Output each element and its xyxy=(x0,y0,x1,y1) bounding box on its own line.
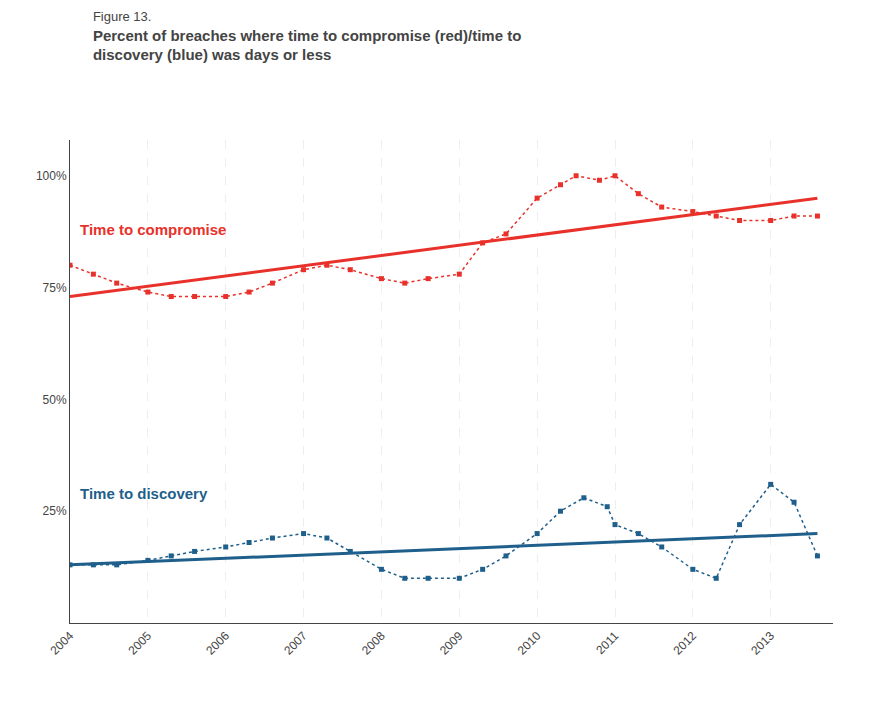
svg-text:2010: 2010 xyxy=(515,629,544,658)
svg-text:2009: 2009 xyxy=(437,629,466,658)
svg-text:2004: 2004 xyxy=(48,629,77,658)
svg-text:2011: 2011 xyxy=(593,629,621,657)
svg-text:Time to compromise: Time to compromise xyxy=(80,221,226,238)
svg-text:2007: 2007 xyxy=(281,629,310,658)
svg-text:2012: 2012 xyxy=(670,629,699,658)
svg-text:2005: 2005 xyxy=(125,629,154,658)
svg-text:Time to discovery: Time to discovery xyxy=(80,485,208,502)
svg-text:50%: 50% xyxy=(43,393,67,407)
svg-text:2008: 2008 xyxy=(359,629,388,658)
svg-text:Figure 13.Percent of breaches: Figure 13.Percent of breaches where time… xyxy=(93,9,521,63)
svg-text:2006: 2006 xyxy=(203,629,232,658)
svg-text:2013: 2013 xyxy=(748,629,777,658)
svg-text:75%: 75% xyxy=(43,281,67,295)
svg-text:100%: 100% xyxy=(36,169,67,183)
svg-text:25%: 25% xyxy=(43,504,67,518)
